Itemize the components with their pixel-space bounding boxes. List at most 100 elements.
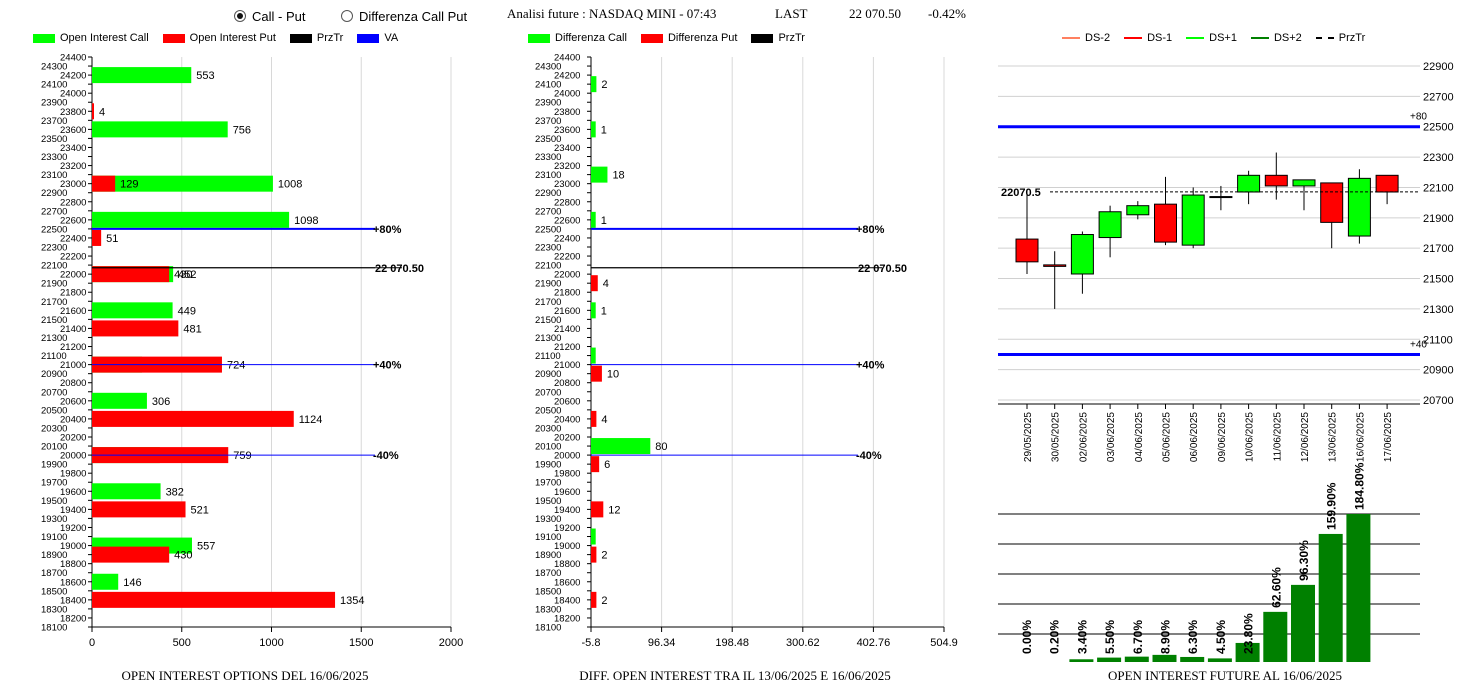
diff-strike-label: 21700	[535, 297, 561, 308]
diff-strike-label: 22000	[554, 270, 580, 281]
diff-strike-label: 19900	[535, 460, 561, 471]
radio-diff-dot[interactable]	[341, 10, 353, 22]
diff-strike-label: 18700	[535, 568, 561, 579]
diff-strike-label: 23100	[535, 170, 561, 181]
candle-y-tick-label: 22500	[1423, 122, 1454, 134]
oi-bar	[92, 501, 186, 518]
candle-date-label: 30/05/2025	[1051, 412, 1062, 462]
diff-strike-label: 18500	[535, 586, 561, 597]
diff-strike-label: 18900	[535, 550, 561, 561]
oi-bar	[92, 67, 192, 84]
candle-body	[1154, 203, 1177, 243]
diff-strike-label: 20000	[554, 451, 580, 462]
diff-strike-label: 18300	[535, 604, 561, 615]
oi-strike-label: 24300	[41, 62, 67, 73]
legend-options-label: VA	[384, 32, 399, 44]
diff-strike-label: 21900	[535, 279, 561, 290]
future-bar	[1069, 659, 1094, 662]
diff-bar-label: 12	[608, 504, 620, 516]
legend-options-item: PrzTr	[289, 32, 343, 44]
candle-date-label: 16/06/2025	[1355, 412, 1366, 462]
diff-strike-label: 21500	[535, 315, 561, 326]
oi-x-tick-label: 2000	[439, 637, 463, 649]
oi-strike-label: 21700	[41, 297, 67, 308]
oi-bar-label: 1098	[294, 215, 318, 227]
future-bar-label: 62.60%	[1269, 567, 1283, 608]
diff-bar	[591, 365, 602, 382]
diff-strike-label: 24100	[535, 80, 561, 91]
diff-strike-label: 18400	[554, 595, 580, 606]
oi-x-tick-label: 1000	[259, 637, 283, 649]
oi-bar	[92, 302, 173, 319]
legend-future-swatch	[1186, 37, 1205, 39]
diff-bar-label: 1	[601, 124, 607, 136]
candle-date-label: 02/06/2025	[1078, 412, 1089, 462]
oi-bar-label: 306	[152, 396, 170, 408]
oi-strike-label: 23500	[41, 134, 67, 145]
diff-strike-label: 19500	[535, 496, 561, 507]
oi-strike-label: 19200	[60, 523, 86, 534]
oi-bar	[92, 591, 336, 608]
future-bar	[1291, 584, 1315, 662]
diff-strike-label: 21200	[554, 342, 580, 353]
diff-strike-label: 23700	[535, 116, 561, 127]
diff-x-tick-label: 300.62	[786, 637, 820, 649]
oi-strike-label: 22100	[41, 261, 67, 272]
candle-date-label: 04/06/2025	[1134, 412, 1145, 462]
future-bar	[1318, 533, 1343, 662]
future-bar	[1180, 656, 1205, 662]
diff-bar-label: 4	[601, 414, 607, 426]
oi-strike-label: 23100	[41, 170, 67, 181]
candle-date-label: 09/06/2025	[1217, 412, 1228, 462]
candle-va-label: +80	[1410, 112, 1427, 123]
diff-bar	[591, 410, 597, 427]
legend-future-item: PrzTr	[1315, 32, 1365, 44]
oi-strike-label: 22800	[60, 197, 86, 208]
candle-body	[1320, 182, 1344, 223]
candle-date-label: 13/06/2025	[1328, 412, 1339, 462]
radio-call-put[interactable]: Call - Put	[234, 8, 305, 24]
oi-strike-label: 19900	[41, 460, 67, 471]
diff-strike-label: 18100	[535, 623, 561, 634]
oi-bar-label: 1354	[340, 595, 364, 607]
legend-future: DS-2 DS-1 DS+1 DS+2 PrzTr	[1062, 31, 1379, 45]
oi-bar	[92, 573, 119, 590]
diff-x-tick-label: -5.8	[582, 637, 601, 649]
oi-strike-label: 21900	[41, 279, 67, 290]
future-bar	[1263, 611, 1288, 662]
oi-strike-label: 21000	[60, 360, 86, 371]
oi-ref-label: +40%	[373, 360, 402, 372]
top-bar: Call - Put Differenza Call Put Analisi f…	[0, 0, 1460, 30]
diff-strike-label: 23900	[535, 98, 561, 109]
last-label: LAST	[775, 6, 808, 21]
radio-call-put-dot[interactable]	[234, 10, 246, 22]
oi-bar	[92, 320, 179, 337]
oi-strike-label: 24100	[41, 80, 67, 91]
candle-y-tick-label: 22300	[1423, 152, 1454, 164]
radio-diff[interactable]: Differenza Call Put	[341, 8, 467, 24]
oi-bar-label: 1124	[299, 414, 323, 426]
future-bar-label: 3.40%	[1075, 620, 1089, 654]
oi-bar-label: 756	[233, 124, 251, 136]
oi-strike-label: 22200	[60, 252, 86, 263]
future-bar-label: 5.50%	[1103, 620, 1117, 654]
oi-bar-label: 481	[183, 323, 201, 335]
diff-bar	[591, 501, 604, 518]
diff-bar	[591, 528, 596, 545]
candle-date-label: 05/06/2025	[1162, 412, 1173, 462]
oi-strike-label: 21400	[60, 324, 86, 335]
diff-strike-label: 19400	[554, 505, 580, 516]
diff-bar-label: 2	[601, 595, 607, 607]
oi-bar	[92, 410, 294, 427]
diff-bar	[591, 347, 596, 364]
candle-body	[1043, 264, 1067, 267]
oi-strike-label: 23600	[60, 125, 86, 136]
future-bar-label: 0.00%	[1020, 620, 1034, 654]
diff-bar	[591, 546, 597, 563]
oi-strike-label: 24000	[60, 89, 86, 100]
diff-x-tick-label: 96.34	[648, 637, 676, 649]
oi-strike-label: 23000	[60, 179, 86, 190]
legend-options-item: Open Interest Call	[33, 32, 149, 44]
oi-strike-label: 19800	[60, 469, 86, 480]
